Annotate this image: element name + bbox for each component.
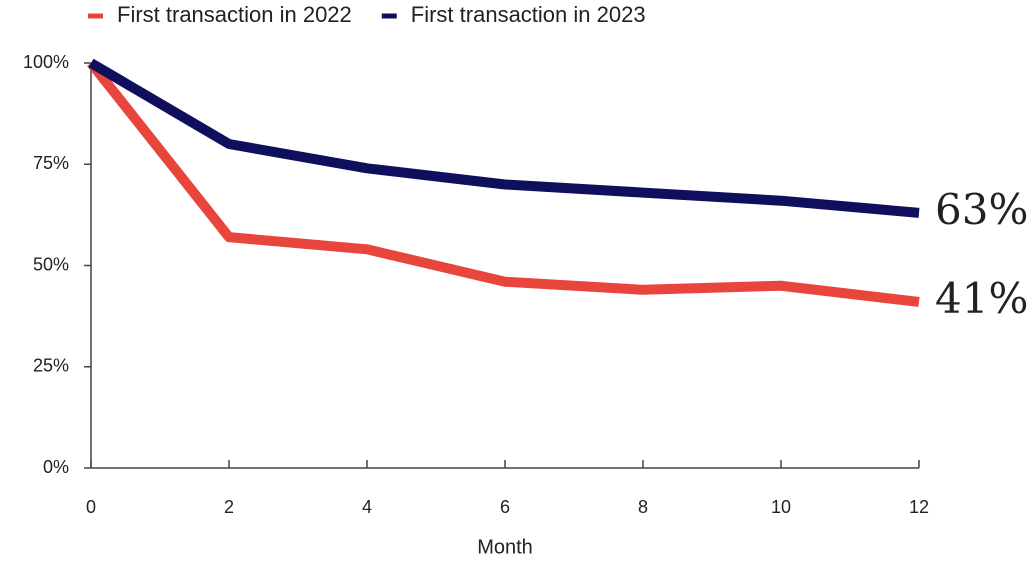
end-label: 41% [935,274,1028,323]
x-tick-label: 2 [224,497,234,517]
end-label: 63% [935,185,1028,234]
y-tick-label: 25% [33,356,69,376]
x-tick-label: 0 [86,497,96,517]
series-line [87,59,920,307]
x-tick-label: 10 [771,497,791,517]
x-tick-label: 4 [362,497,372,517]
x-tick-label: 12 [909,497,929,517]
x-tick-label: 6 [500,497,510,517]
x-tick-label: 8 [638,497,648,517]
legend-label: First transaction in 2022 [117,2,352,27]
x-axis-label: Month [477,536,533,558]
legend-label: First transaction in 2023 [411,2,646,27]
y-tick-label: 100% [23,52,69,72]
y-tick-label: 0% [43,457,69,477]
y-tick-label: 50% [33,254,69,274]
y-tick-label: 75% [33,153,69,173]
series-line [88,58,920,218]
